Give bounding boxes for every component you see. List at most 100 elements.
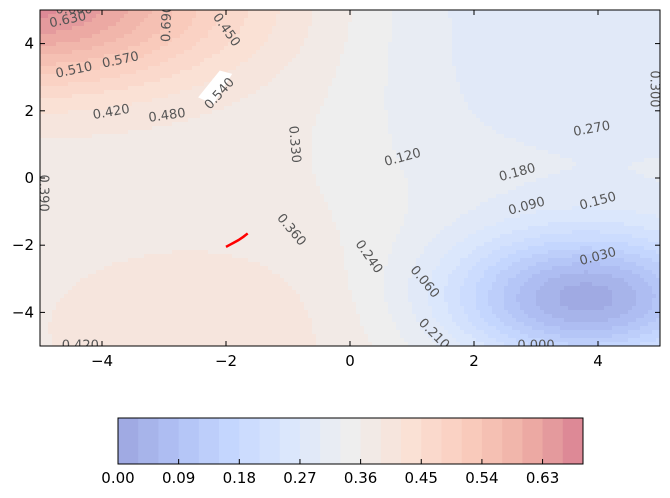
contour-cell [100,70,105,75]
contour-cell [44,246,49,251]
contour-cell [160,138,165,143]
contour-cell [100,214,105,219]
contour-cell [224,230,229,235]
contour-cell [192,166,197,171]
contour-cell [224,254,229,259]
contour-cell [200,230,205,235]
contour-cell [216,206,221,211]
contour-cell [184,310,189,315]
contour-cell [172,58,177,63]
contour-cell [252,258,257,263]
contour-cell [84,262,89,267]
contour-cell [268,226,273,231]
contour-cell [156,94,161,99]
contour-cell [188,102,193,107]
contour-cell [116,114,121,119]
contour-cell [44,106,49,111]
contour-cell [92,30,97,35]
contour-cell [112,214,117,219]
contour-cell [44,38,49,43]
contour-cell [256,270,261,275]
contour-cell [88,246,93,251]
contour-cell [44,274,49,279]
contour-cell [104,78,109,83]
contour-cell [256,178,261,183]
contour-cell [264,278,269,283]
contour-cell [44,34,49,39]
contour-cell [136,74,141,79]
contour-cell [44,70,49,75]
contour-cell [204,326,209,331]
contour-cell [48,246,53,251]
contour-cell [240,102,245,107]
contour-cell [64,238,69,243]
contour-cell [204,210,209,215]
contour-cell [156,90,161,95]
contour-cell [156,38,161,43]
contour-cell [168,174,173,179]
contour-cell [192,10,197,15]
contour-cell [64,230,69,235]
contour-cell [208,234,213,239]
contour-cell [176,66,181,71]
contour-cell [52,222,57,227]
contour-cell [148,318,153,323]
contour-cell [248,182,253,187]
contour-cell [212,198,217,203]
contour-cell [116,126,121,131]
contour-cell [220,314,225,319]
contour-cell [140,122,145,127]
contour-cell [84,206,89,211]
contour-cell [144,278,149,283]
contour-cell [236,146,241,151]
contour-cell [240,26,245,31]
contour-cell [136,310,141,315]
contour-cell [72,282,77,287]
contour-cell [56,330,61,335]
contour-cell [60,18,65,23]
contour-cell [56,190,61,195]
contour-cell [132,98,137,103]
contour-cell [72,78,77,83]
contour-cell [256,94,261,99]
contour-cell [248,10,253,15]
contour-cell [260,218,265,223]
contour-cell [184,90,189,95]
contour-cell [144,274,149,279]
contour-cell [216,66,221,71]
contour-cell [120,106,125,111]
contour-cell [128,326,133,331]
contour-cell [248,234,253,239]
contour-cell [128,174,133,179]
contour-cell [184,178,189,183]
contour-cell [148,222,153,227]
contour-cell [176,50,181,55]
contour-cell [224,194,229,199]
contour-cell [128,246,133,251]
contour-cell [148,142,153,147]
contour-cell [168,338,173,343]
contour-cell [192,62,197,67]
contour-cell [268,166,273,171]
contour-cell [104,214,109,219]
contour-cell [176,238,181,243]
contour-cell [88,122,93,127]
contour-cell [92,190,97,195]
contour-cell [188,18,193,23]
contour-cell [188,94,193,99]
contour-cell [244,46,249,51]
contour-cell [244,42,249,47]
contour-cell [260,126,265,131]
contour-cell [196,158,201,163]
contour-cell [100,94,105,99]
contour-cell [252,294,257,299]
contour-cell [72,250,77,255]
contour-cell [128,150,133,155]
contour-cell [76,182,81,187]
contour-cell [204,118,209,123]
contour-cell [116,102,121,107]
contour-cell [116,54,121,59]
contour-cell [200,82,205,87]
contour-cell [200,126,205,131]
contour-cell [212,342,217,346]
